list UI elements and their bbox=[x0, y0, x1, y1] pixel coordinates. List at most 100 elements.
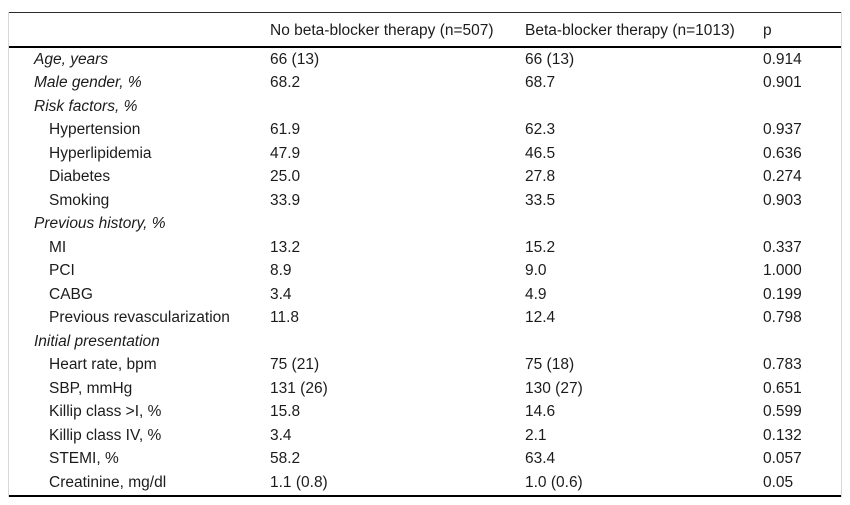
table-row: Killip class >I, % 15.8 14.6 0.599 bbox=[9, 401, 841, 425]
beta-blocker-value: 1.0 (0.6) bbox=[525, 473, 583, 491]
table-row: CABG 3.4 4.9 0.199 bbox=[9, 283, 841, 307]
column-header-no-beta-blocker: No beta-blocker therapy (n=507) bbox=[270, 12, 525, 48]
beta-blocker-value: 66 (13) bbox=[525, 50, 575, 68]
no-beta-blocker-value bbox=[270, 213, 525, 237]
table-row: Initial presentation bbox=[9, 330, 841, 354]
table-row: Heart rate, bpm 75 (21) 75 (18) 0.783 bbox=[9, 354, 841, 378]
beta-blocker-value bbox=[525, 330, 763, 354]
no-beta-blocker-value: 33.9 bbox=[270, 191, 301, 209]
table-row: Previous history, % bbox=[9, 213, 841, 237]
row-label: Heart rate, bpm bbox=[49, 356, 157, 374]
row-label: SBP, mmHg bbox=[49, 379, 133, 397]
p-value bbox=[763, 95, 841, 119]
no-beta-blocker-value: 15.8 bbox=[270, 403, 301, 421]
table-row: STEMI, % 58.2 63.4 0.057 bbox=[9, 448, 841, 472]
table-row: Male gender, % 68.2 68.7 0.901 bbox=[9, 72, 841, 96]
table-row: SBP, mmHg 131 (26) 130 (27) 0.651 bbox=[9, 377, 841, 401]
p-value: 0.914 bbox=[763, 50, 802, 68]
row-label: Smoking bbox=[49, 191, 110, 209]
row-label: Creatinine, mg/dl bbox=[49, 473, 167, 491]
p-value: 0.783 bbox=[763, 356, 802, 374]
p-value: 0.337 bbox=[763, 238, 802, 256]
no-beta-blocker-value: 61.9 bbox=[270, 121, 301, 139]
column-header-beta-blocker: Beta-blocker therapy (n=1013) bbox=[525, 12, 763, 48]
beta-blocker-value: 75 (18) bbox=[525, 356, 575, 374]
row-label: Killip class IV, % bbox=[49, 426, 162, 444]
no-beta-blocker-value bbox=[270, 95, 525, 119]
table-row: MI 13.2 15.2 0.337 bbox=[9, 236, 841, 260]
beta-blocker-value: 15.2 bbox=[525, 238, 556, 256]
p-value: 0.636 bbox=[763, 144, 802, 162]
beta-blocker-value: 33.5 bbox=[525, 191, 556, 209]
row-label: MI bbox=[49, 238, 67, 256]
row-label: Diabetes bbox=[49, 168, 111, 186]
beta-blocker-value: 68.7 bbox=[525, 74, 556, 92]
no-beta-blocker-value: 11.8 bbox=[270, 309, 300, 327]
row-label: Hypertension bbox=[49, 121, 141, 139]
beta-blocker-value: 62.3 bbox=[525, 121, 556, 139]
row-label: Killip class >I, % bbox=[49, 403, 162, 421]
beta-blocker-value: 14.6 bbox=[525, 403, 556, 421]
beta-blocker-value: 130 (27) bbox=[525, 379, 583, 397]
row-label: PCI bbox=[49, 262, 75, 280]
table-frame: No beta-blocker therapy (n=507) Beta-blo… bbox=[8, 12, 842, 497]
column-header-label bbox=[9, 12, 270, 48]
beta-blocker-value: 12.4 bbox=[525, 309, 556, 327]
table-row: Hyperlipidemia 47.9 46.5 0.636 bbox=[9, 142, 841, 166]
baseline-characteristics-table: No beta-blocker therapy (n=507) Beta-blo… bbox=[9, 12, 841, 497]
table-row: Risk factors, % bbox=[9, 95, 841, 119]
column-header-p: p bbox=[763, 12, 841, 48]
beta-blocker-value: 27.8 bbox=[525, 168, 556, 186]
row-label: STEMI, % bbox=[49, 450, 119, 468]
row-label: Initial presentation bbox=[34, 332, 160, 350]
p-value: 0.199 bbox=[763, 285, 802, 303]
no-beta-blocker-value: 1.1 (0.8) bbox=[270, 473, 328, 491]
no-beta-blocker-value: 3.4 bbox=[270, 285, 292, 303]
p-value: 0.651 bbox=[763, 379, 802, 397]
table-header: No beta-blocker therapy (n=507) Beta-blo… bbox=[9, 12, 841, 48]
p-value: 0.901 bbox=[763, 74, 802, 92]
table-row: Creatinine, mg/dl 1.1 (0.8) 1.0 (0.6) 0.05 bbox=[9, 471, 841, 496]
row-label: Hyperlipidemia bbox=[49, 144, 152, 162]
beta-blocker-value: 9.0 bbox=[525, 262, 547, 280]
p-value: 0.937 bbox=[763, 121, 802, 139]
no-beta-blocker-value: 47.9 bbox=[270, 144, 301, 162]
header-row: No beta-blocker therapy (n=507) Beta-blo… bbox=[9, 12, 841, 48]
p-value: 0.903 bbox=[763, 191, 802, 209]
no-beta-blocker-value bbox=[270, 330, 525, 354]
table-row: Killip class IV, % 3.4 2.1 0.132 bbox=[9, 424, 841, 448]
table-row: Diabetes 25.0 27.8 0.274 bbox=[9, 166, 841, 190]
p-value: 1.000 bbox=[763, 262, 802, 280]
row-label: Male gender, % bbox=[34, 74, 142, 92]
table-row: Previous revascularization 11.8 12.4 0.798 bbox=[9, 307, 841, 331]
p-value: 0.132 bbox=[763, 426, 802, 444]
table-row: Hypertension 61.9 62.3 0.937 bbox=[9, 119, 841, 143]
row-label: CABG bbox=[49, 285, 93, 303]
beta-blocker-value: 46.5 bbox=[525, 144, 556, 162]
no-beta-blocker-value: 13.2 bbox=[270, 238, 301, 256]
p-value bbox=[763, 330, 841, 354]
p-value: 0.057 bbox=[763, 450, 802, 468]
beta-blocker-value bbox=[525, 213, 763, 237]
beta-blocker-value bbox=[525, 95, 763, 119]
row-label: Age, years bbox=[34, 50, 109, 68]
p-value bbox=[763, 213, 841, 237]
no-beta-blocker-value: 58.2 bbox=[270, 450, 301, 468]
table-row: Age, years 66 (13) 66 (13) 0.914 bbox=[9, 47, 841, 72]
table-row: PCI 8.9 9.0 1.000 bbox=[9, 260, 841, 284]
p-value: 0.798 bbox=[763, 309, 802, 327]
no-beta-blocker-value: 25.0 bbox=[270, 168, 301, 186]
row-label: Previous revascularization bbox=[49, 309, 230, 327]
no-beta-blocker-value: 68.2 bbox=[270, 74, 301, 92]
beta-blocker-value: 4.9 bbox=[525, 285, 547, 303]
no-beta-blocker-value: 8.9 bbox=[270, 262, 292, 280]
no-beta-blocker-value: 66 (13) bbox=[270, 50, 320, 68]
beta-blocker-value: 63.4 bbox=[525, 450, 556, 468]
p-value: 0.05 bbox=[763, 473, 794, 491]
table-row: Smoking 33.9 33.5 0.903 bbox=[9, 189, 841, 213]
p-value: 0.274 bbox=[763, 168, 802, 186]
beta-blocker-value: 2.1 bbox=[525, 426, 547, 444]
no-beta-blocker-value: 3.4 bbox=[270, 426, 292, 444]
no-beta-blocker-value: 75 (21) bbox=[270, 356, 320, 374]
